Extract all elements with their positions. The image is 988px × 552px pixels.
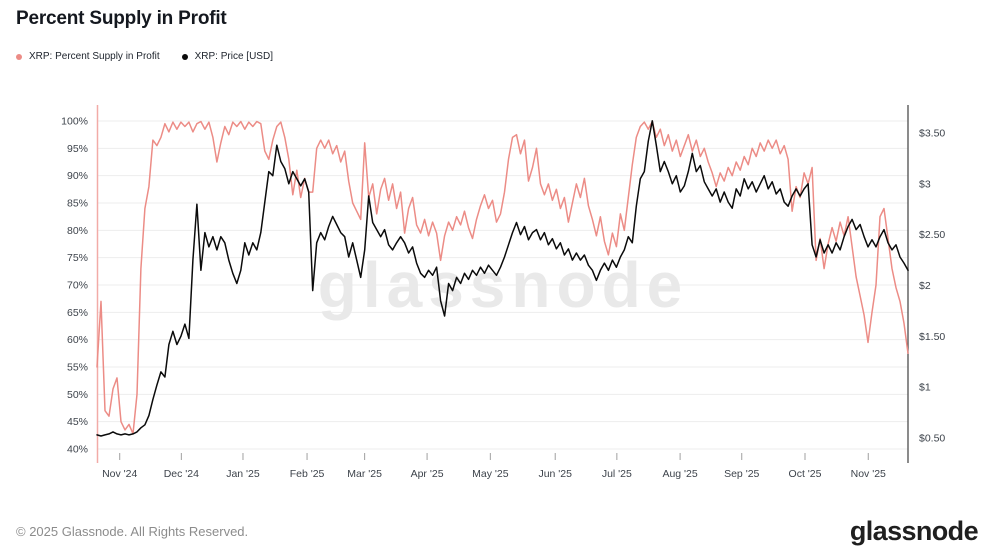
x-axis-label: Sep '25 — [724, 468, 759, 480]
right-axis-label: $1.50 — [919, 331, 945, 343]
legend-item-supply-in-profit[interactable]: XRP: Percent Supply in Profit — [16, 51, 160, 62]
right-axis-label: $2 — [919, 280, 931, 292]
x-axis-label: Jun '25 — [538, 468, 572, 480]
x-axis-label: Nov '25 — [851, 468, 886, 480]
copyright-text: © 2025 Glassnode. All Rights Reserved. — [16, 524, 249, 539]
left-axis-label: 55% — [67, 362, 88, 374]
x-axis-label: Dec '24 — [164, 468, 199, 480]
x-axis-label: Mar '25 — [347, 468, 382, 480]
x-axis-label: Jul '25 — [602, 468, 632, 480]
left-axis-label: 100% — [61, 116, 88, 128]
x-axis-label: Aug '25 — [662, 468, 697, 480]
glassnode-logo: glassnode — [849, 516, 979, 546]
left-axis-label: 80% — [67, 225, 88, 237]
legend-label-price: XRP: Price [USD] — [194, 51, 273, 62]
right-axis-label: $2.50 — [919, 229, 945, 241]
page-title: Percent Supply in Profit — [16, 8, 227, 29]
left-axis-label: 65% — [67, 307, 88, 319]
right-axis-label: $0.50 — [919, 433, 945, 445]
left-axis-label: 95% — [67, 143, 88, 155]
watermark-text: glassnode — [318, 249, 689, 321]
x-axis-label: Jan '25 — [226, 468, 260, 480]
series-line-supply-in-profit — [96, 120, 909, 435]
legend-label-supply: XRP: Percent Supply in Profit — [29, 51, 160, 62]
left-axis-label: 40% — [67, 444, 88, 456]
x-axis-label: Feb '25 — [290, 468, 325, 480]
x-axis-label: Nov '24 — [102, 468, 137, 480]
legend-dot-price-icon — [181, 53, 188, 60]
x-axis-label: Oct '25 — [789, 468, 822, 480]
left-axis-label: 45% — [67, 416, 88, 428]
x-axis-label: May '25 — [472, 468, 509, 480]
left-axis-label: 75% — [67, 252, 88, 264]
left-axis-label: 85% — [67, 198, 88, 210]
legend: XRP: Percent Supply in Profit XRP: Price… — [16, 51, 273, 62]
plot-area[interactable] — [97, 105, 908, 463]
legend-item-price[interactable]: XRP: Price [USD] — [181, 51, 273, 62]
left-axis-label: 70% — [67, 280, 88, 292]
left-axis-label: 60% — [67, 334, 88, 346]
right-axis-label: $1 — [919, 382, 931, 394]
left-axis-label: 90% — [67, 170, 88, 182]
series-line-price — [96, 120, 909, 437]
legend-dot-supply-icon — [16, 53, 22, 60]
left-axis-label: 50% — [67, 389, 88, 401]
right-axis-label: $3.50 — [919, 128, 945, 140]
right-axis-label: $3 — [919, 178, 931, 190]
x-axis-label: Apr '25 — [411, 468, 444, 480]
